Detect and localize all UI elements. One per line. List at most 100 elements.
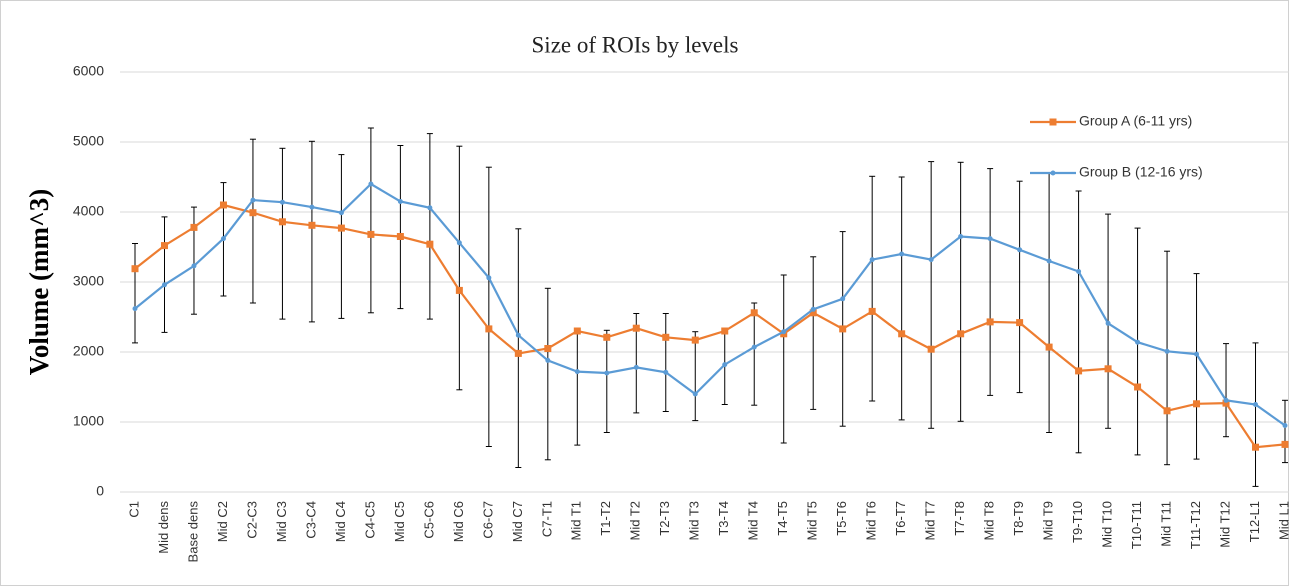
point [368,181,374,187]
point [1045,343,1053,351]
x-tick-label: Mid C5 [392,501,407,542]
point [1222,399,1230,407]
point [1252,443,1260,451]
point [1135,339,1141,345]
point [250,197,256,203]
x-tick-label: T6-T7 [893,501,908,536]
point [544,345,552,352]
point [220,236,226,242]
point [308,221,316,229]
point [160,242,168,250]
x-tick-label: T3-T4 [716,501,731,536]
point [278,218,286,226]
x-tick-label: T2-T3 [657,501,672,536]
point [899,251,905,257]
point [986,318,994,326]
x-tick-label: Mid T4 [746,501,761,541]
point [958,234,964,239]
x-tick-label: Mid C6 [451,501,466,542]
x-tick-label: Mid T2 [628,501,643,541]
y-tick-label: 4000 [73,203,104,219]
y-tick-label: 2000 [73,343,104,359]
point [869,257,875,263]
point [367,230,375,238]
point [868,307,876,315]
x-tick-label: C6-C7 [480,501,495,539]
x-tick-label: C1 [126,501,141,518]
point [1105,320,1111,326]
point [662,333,670,341]
chart-title: Size of ROIs by levels [532,32,739,57]
point [397,199,403,204]
point [1194,351,1200,357]
point [279,199,285,205]
point [1046,258,1052,264]
point [573,327,581,335]
x-tick-label: C3-C4 [303,501,318,539]
point [1134,383,1142,391]
x-tick-label: C2-C3 [244,501,259,539]
point [456,240,462,246]
x-tick-label: Mid C7 [510,501,525,542]
x-tick-label: Mid dens [156,501,171,554]
point [927,345,935,353]
series-line [134,182,1286,427]
point [1282,423,1288,428]
point [692,391,698,397]
x-tick-label: C5-C6 [421,501,436,539]
x-tick-label: T11-T12 [1188,501,1203,549]
point [131,265,139,273]
point [722,362,728,368]
x-tick-label: T4-T5 [775,501,790,536]
x-tick-label: Mid T10 [1100,501,1115,548]
x-tick-label: Mid T12 [1217,501,1232,548]
point [1016,319,1024,327]
point [604,370,610,376]
x-tick-label: Mid C4 [333,501,348,542]
point [898,330,906,338]
point [249,209,257,217]
x-tick-label: T12-L1 [1247,501,1262,542]
point [1164,348,1170,354]
x-tick-label: Mid T9 [1041,501,1056,541]
y-tick-label: 5000 [73,133,104,149]
point [840,296,846,302]
y-tick-label: 1000 [73,413,104,429]
legend-marker [1050,170,1056,176]
point [455,286,463,294]
point [691,336,699,344]
x-tick-label: T7-T8 [952,501,967,536]
x-tick-label: Mid T6 [864,501,879,541]
point [132,306,138,312]
point [485,325,493,333]
y-tick-label: 3000 [73,273,104,289]
point [514,349,522,357]
point [1076,269,1082,274]
x-tick-label: Mid T11 [1158,501,1173,547]
point [663,369,669,375]
point [1104,365,1112,373]
point [337,224,345,232]
point [1193,400,1201,408]
point [1281,440,1289,448]
point [309,204,315,210]
series-line [134,203,1286,449]
point [190,223,198,231]
legend-label: Group B (12-16 yrs) [1079,164,1203,180]
point [750,309,758,317]
point [574,369,580,375]
point [515,332,521,338]
point [1075,367,1083,375]
x-tick-label: Mid T7 [923,501,938,541]
point [486,275,492,281]
point [219,201,227,209]
point [338,210,344,216]
point [1017,247,1023,253]
x-tick-label: Mid L1 [1276,501,1289,540]
legend-marker [1049,118,1057,126]
x-tick-label: Mid C2 [215,501,230,542]
x-tick-label: C7-T1 [539,501,554,537]
x-tick-label: T1-T2 [598,501,613,536]
